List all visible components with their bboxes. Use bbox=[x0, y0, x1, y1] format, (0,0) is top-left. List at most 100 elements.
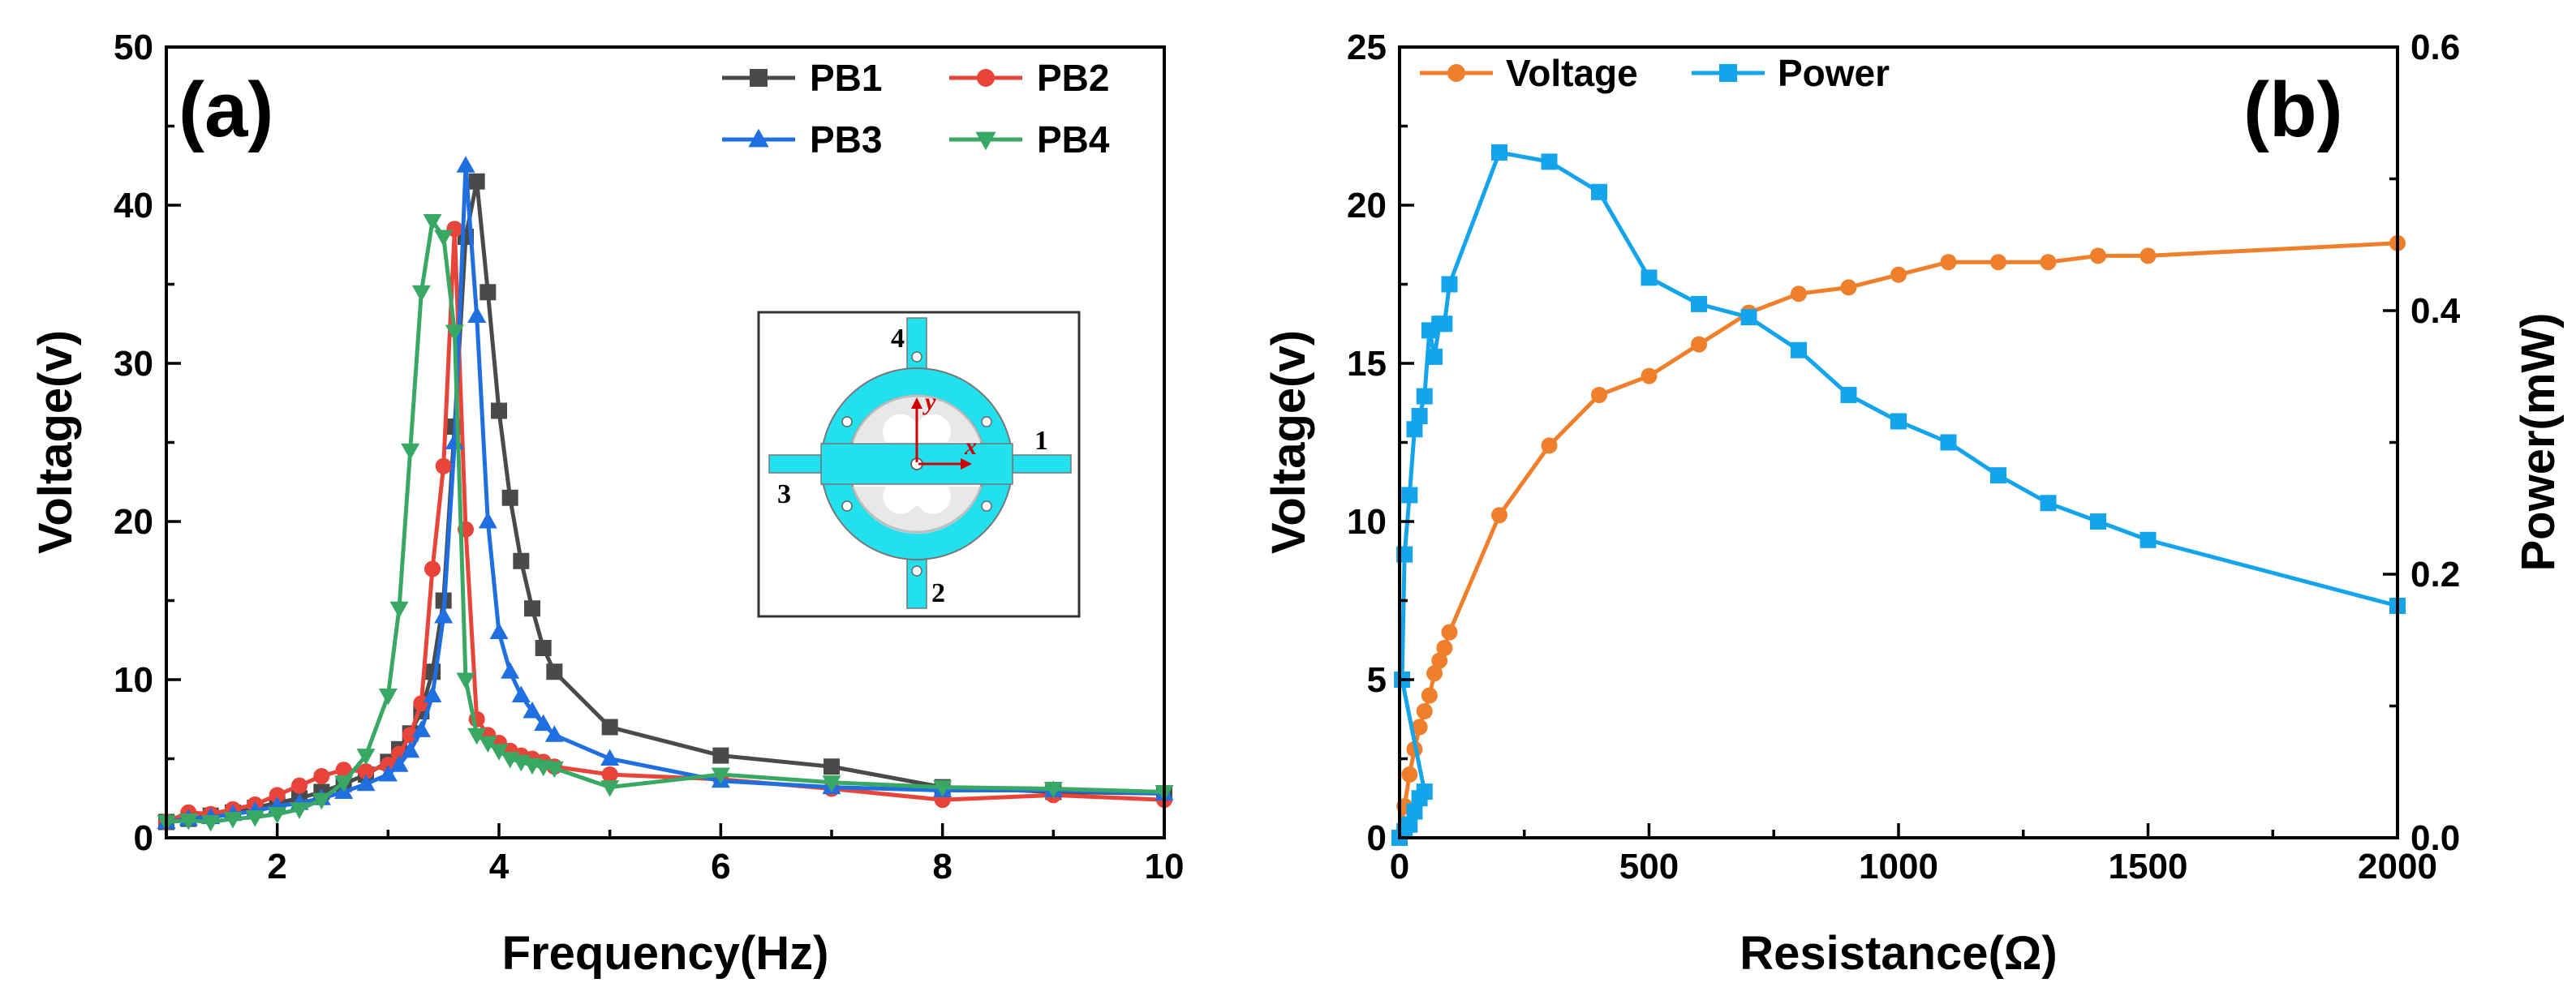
panel-a-label: (a) bbox=[178, 67, 273, 153]
legend-label-power: Power bbox=[1778, 52, 1890, 94]
data-point-voltage bbox=[1421, 687, 1438, 704]
data-point-pb2 bbox=[435, 457, 452, 474]
y-tick-label: 30 bbox=[114, 344, 153, 384]
data-point-voltage bbox=[1441, 624, 1458, 641]
data-point-power bbox=[1890, 413, 1907, 430]
data-point-pb3 bbox=[467, 306, 487, 323]
data-point-voltage bbox=[2139, 247, 2157, 264]
inset-bolt-hole bbox=[981, 500, 992, 512]
data-point-power bbox=[1541, 153, 1558, 170]
panel-a-legend: PB1 PB2 PB3 PB4 bbox=[722, 57, 1110, 161]
data-point-pb3 bbox=[511, 685, 531, 702]
y-tick-label: 25 bbox=[1347, 28, 1387, 67]
series-voltage bbox=[1391, 234, 2406, 846]
data-point-voltage bbox=[1426, 665, 1443, 682]
x-tick-label: 10 bbox=[1145, 847, 1185, 886]
data-point-pb4 bbox=[401, 443, 420, 461]
x-tick-label: 2 bbox=[267, 847, 286, 886]
x-tick-label: 8 bbox=[932, 847, 952, 886]
data-point-power bbox=[1491, 144, 1507, 161]
inset-bolt-hole bbox=[841, 416, 853, 427]
data-point-voltage bbox=[1691, 336, 1707, 353]
panel-b-x-axis-title: Resistance(Ω) bbox=[1740, 927, 2057, 980]
data-point-power bbox=[1840, 387, 1857, 403]
inset-x-arrowhead bbox=[961, 458, 972, 470]
data-point-power bbox=[1406, 421, 1423, 438]
data-point-pb4 bbox=[822, 775, 841, 792]
y-tick-label: 0 bbox=[1367, 818, 1387, 858]
data-point-voltage bbox=[1431, 652, 1448, 669]
data-point-pb1 bbox=[546, 663, 563, 680]
data-point-voltage bbox=[1791, 285, 1807, 303]
legend-marker-voltage bbox=[1447, 64, 1465, 82]
data-point-power bbox=[1441, 276, 1458, 293]
data-point-voltage bbox=[1416, 703, 1433, 719]
data-point-pb1 bbox=[513, 552, 530, 569]
data-point-pb4 bbox=[290, 802, 309, 819]
series-power bbox=[1391, 144, 2406, 846]
data-point-pb4 bbox=[544, 761, 564, 779]
data-point-voltage bbox=[1940, 254, 1957, 271]
inset-bolt-hole bbox=[911, 351, 922, 363]
x-tick-label: 1000 bbox=[1859, 847, 1938, 886]
legend-marker-pb2 bbox=[977, 69, 995, 87]
legend-label-pb1: PB1 bbox=[810, 57, 882, 99]
data-point-voltage bbox=[1840, 279, 1857, 296]
data-point-pb3 bbox=[356, 774, 376, 792]
panel-a: 2 4 6 8 10 0 10 20 30 40 50 (a) Frequency(Hz) Volt… bbox=[29, 28, 1184, 980]
data-point-pb4 bbox=[467, 727, 487, 745]
data-point-voltage bbox=[1401, 766, 1418, 783]
x-tick-label: 0 bbox=[1390, 847, 1409, 886]
x-tick-label: 2000 bbox=[2358, 847, 2437, 886]
x-tick-label: 500 bbox=[1619, 847, 1679, 886]
data-point-pb4 bbox=[223, 812, 243, 829]
data-point-voltage bbox=[1541, 437, 1558, 454]
data-point-voltage bbox=[1436, 640, 1453, 656]
data-point-pb4 bbox=[600, 780, 620, 797]
legend-marker-pb1 bbox=[750, 69, 768, 87]
inset-lower-slot bbox=[852, 487, 982, 534]
y2-tick-label: 0.2 bbox=[2410, 555, 2460, 594]
panel-b-ticks: 0 500 1000 1500 2000 0 5 10 15 20 25 0.0 0.2 0.4 0.6 bbox=[1347, 28, 2461, 886]
inset-x-label: x bbox=[964, 433, 977, 460]
legend-label-pb4: PB4 bbox=[1037, 118, 1110, 161]
data-point-voltage bbox=[1411, 719, 1428, 736]
y-tick-label: 10 bbox=[114, 660, 153, 700]
data-point-pb3 bbox=[456, 156, 475, 173]
legend-label-voltage: Voltage bbox=[1506, 52, 1638, 94]
data-point-pb2 bbox=[269, 787, 286, 804]
data-point-power bbox=[1791, 341, 1807, 358]
data-point-power bbox=[1990, 467, 2006, 484]
data-point-pb3 bbox=[411, 720, 431, 737]
data-point-pb3 bbox=[401, 740, 420, 758]
data-point-pb1 bbox=[824, 758, 840, 775]
data-point-pb2 bbox=[291, 777, 307, 794]
data-point-pb2 bbox=[601, 766, 618, 783]
inset-label-3: 3 bbox=[777, 479, 791, 509]
panel-a-ticks: 2 4 6 8 10 0 10 20 30 40 50 bbox=[114, 28, 1184, 886]
inset-label-1: 1 bbox=[1034, 426, 1048, 456]
data-point-pb4 bbox=[312, 792, 331, 810]
data-point-voltage bbox=[2040, 254, 2057, 271]
data-point-power bbox=[1691, 295, 1707, 312]
y-tick-label: 20 bbox=[114, 502, 153, 542]
data-point-pb4 bbox=[245, 810, 264, 827]
data-point-pb1 bbox=[601, 719, 618, 736]
panel-b-y-axis-title: Voltage(v) bbox=[1262, 330, 1315, 554]
y-tick-label: 0 bbox=[134, 818, 153, 858]
series-line-power bbox=[1398, 150, 2398, 839]
data-point-voltage bbox=[2090, 247, 2106, 264]
y-tick-label: 5 bbox=[1367, 660, 1387, 700]
y-tick-label: 15 bbox=[1347, 344, 1387, 384]
data-point-pb3 bbox=[501, 662, 520, 679]
data-point-pb4 bbox=[178, 813, 198, 830]
data-point-pb1 bbox=[501, 489, 518, 506]
data-point-pb3 bbox=[523, 702, 542, 719]
data-point-power bbox=[2040, 495, 2057, 512]
y-tick-label: 20 bbox=[1347, 186, 1387, 225]
data-point-power bbox=[1641, 269, 1658, 286]
panel-b-label: (b) bbox=[2243, 67, 2343, 153]
data-point-pb3 bbox=[378, 765, 398, 782]
y2-tick-label: 0.0 bbox=[2410, 818, 2460, 858]
